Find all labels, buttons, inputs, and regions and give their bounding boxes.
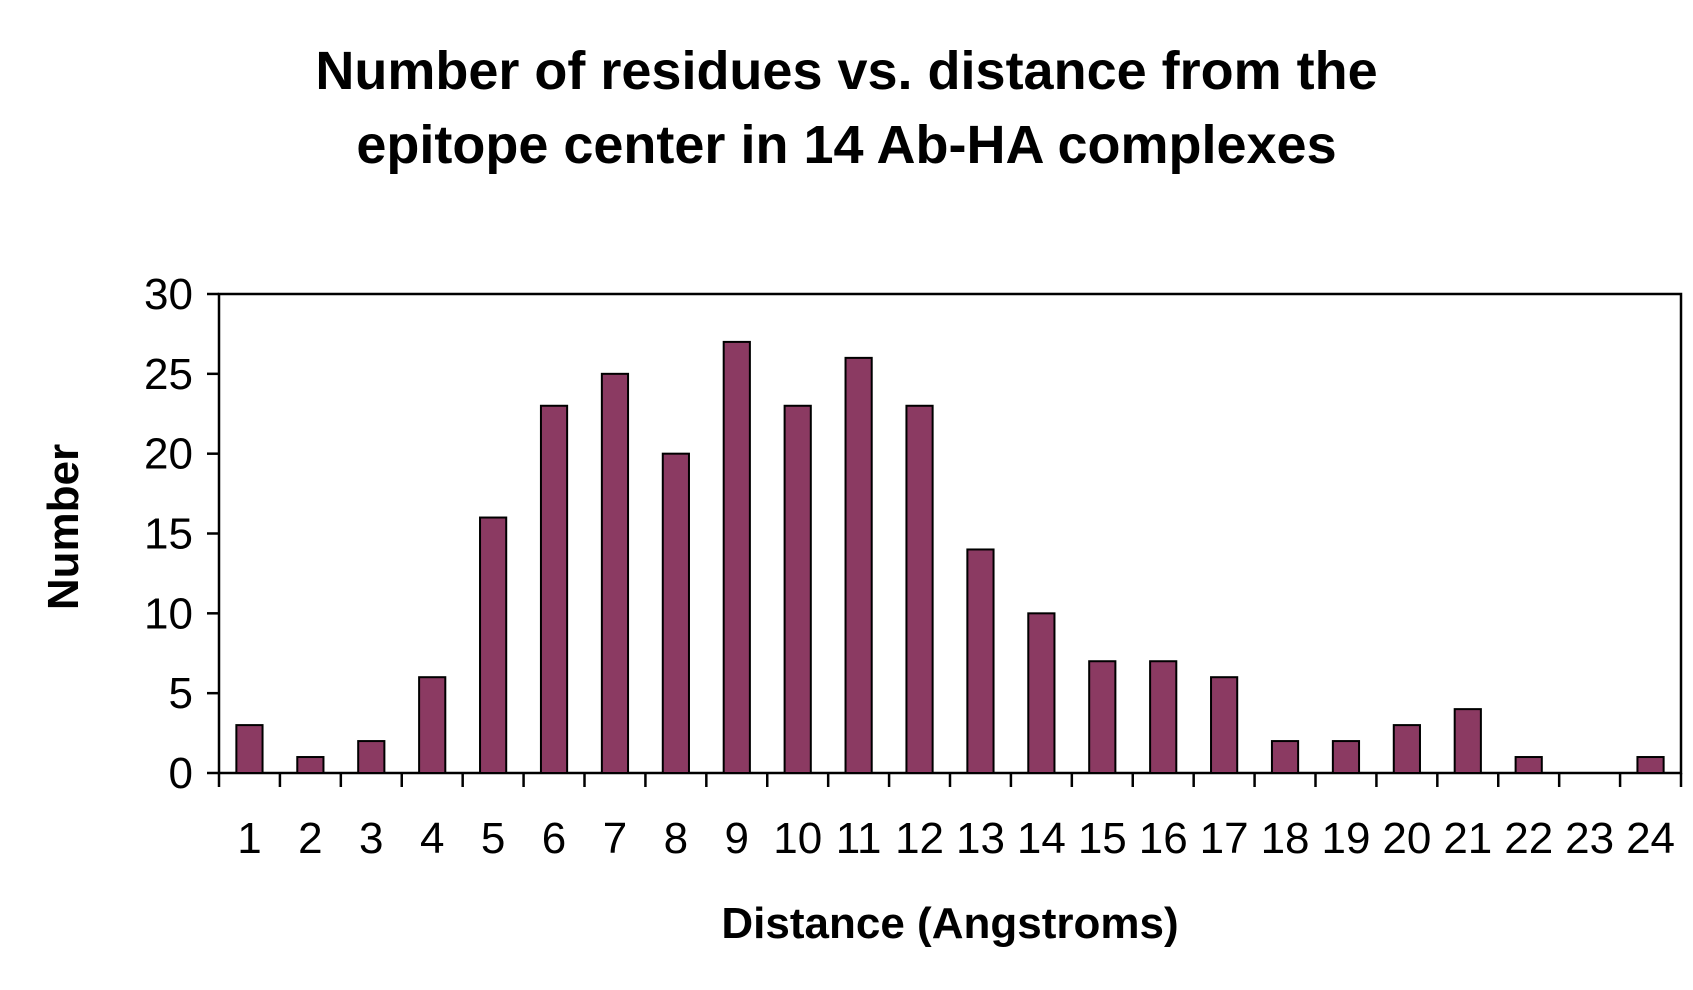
x-tick-label: 18	[1261, 814, 1310, 863]
bar-7	[600, 372, 630, 774]
x-axis-label: Distance (Angstroms)	[721, 899, 1178, 948]
bar-8	[661, 452, 690, 774]
x-tick-label: 12	[895, 814, 944, 863]
x-tick-label: 23	[1565, 814, 1614, 863]
x-tick-label: 19	[1321, 814, 1370, 863]
x-tick-label: 16	[1139, 814, 1188, 863]
bar-13	[966, 548, 995, 774]
x-tick-label: 7	[603, 814, 627, 863]
x-tick-label: 15	[1078, 814, 1127, 863]
x-axis: 1 2 3 4 5 6 7 8 9 10 11 12 13 14 15 16 17 18 19 20 21 22 23 24	[217, 773, 1683, 863]
x-tick-label: 8	[664, 814, 688, 863]
bar-19	[1331, 740, 1361, 775]
bar-16	[1149, 660, 1178, 774]
y-axis: 0 5 10 15 20 25 30	[144, 270, 219, 798]
bar-4	[418, 676, 447, 775]
x-tick-label: 4	[420, 814, 444, 863]
x-tick-label: 3	[359, 814, 383, 863]
bar-15	[1088, 660, 1117, 774]
bar-2	[296, 756, 325, 775]
bar-1	[235, 724, 264, 774]
y-tick-label: 25	[144, 350, 193, 399]
x-tick-label: 11	[836, 814, 882, 863]
x-tick-label: 14	[1017, 814, 1066, 863]
x-tick-label: 9	[725, 814, 749, 863]
x-tick-label: 1	[237, 814, 261, 863]
y-tick-label: 15	[144, 510, 193, 559]
chart-title: Number of residues vs. distance from the…	[0, 34, 1693, 182]
bar-18	[1270, 740, 1300, 775]
y-tick-label: 5	[169, 669, 193, 718]
x-tick-label: 5	[481, 814, 505, 863]
chart-title-line-2: epitope center in 14 Ab-HA complexes	[356, 115, 1337, 175]
y-tick-label: 0	[169, 749, 193, 798]
y-tick-label: 20	[144, 430, 193, 479]
y-tick-label: 30	[144, 270, 193, 319]
bar-22	[1514, 756, 1543, 775]
x-tick-label: 10	[773, 814, 822, 863]
x-tick-label: 24	[1626, 814, 1675, 863]
y-tick-label: 10	[144, 589, 193, 638]
bar-5	[479, 516, 508, 775]
bar-11	[844, 356, 873, 774]
chart-title-line-1: Number of residues vs. distance from the	[315, 41, 1378, 101]
x-tick-label: 21	[1443, 814, 1492, 863]
x-tick-label: 20	[1382, 814, 1431, 863]
bar-12	[905, 404, 934, 774]
x-tick-label: 6	[542, 814, 566, 863]
bar-20	[1392, 724, 1421, 774]
x-tick-label: 2	[298, 814, 322, 863]
x-tick-label: 13	[956, 814, 1005, 863]
bar-21	[1453, 708, 1482, 775]
bar-10	[783, 404, 812, 774]
bar-6	[539, 404, 569, 774]
x-tick-label: 17	[1200, 814, 1249, 863]
x-tick-label: 22	[1504, 814, 1553, 863]
bars-layer	[235, 340, 1665, 775]
bar-3	[357, 740, 386, 775]
bar-9	[722, 340, 751, 774]
bar-24	[1636, 756, 1665, 775]
bar-14	[1027, 612, 1056, 775]
y-axis-label: Number	[39, 444, 88, 610]
bar-17	[1210, 676, 1239, 775]
